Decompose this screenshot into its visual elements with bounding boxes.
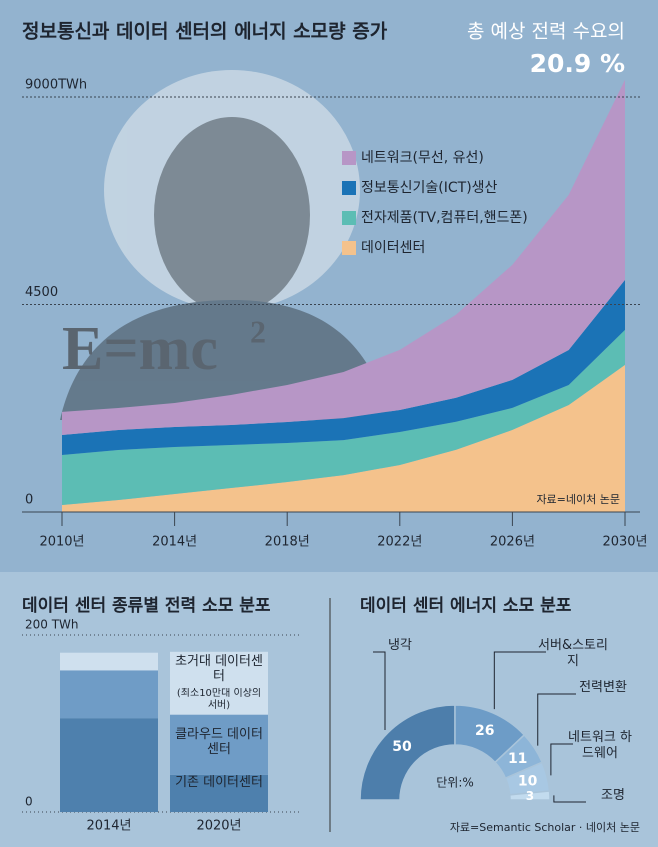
value-label: 10 xyxy=(518,773,538,789)
value-label: 50 xyxy=(392,739,412,755)
series-note-box: (최소10만대 이상의서버) xyxy=(176,687,262,711)
area xyxy=(62,279,625,455)
chart-title: 정보통신과 데이터 센터의 에너지 소모량 증가 xyxy=(22,21,388,43)
category-label-box: 조명 xyxy=(601,788,625,803)
value-label: 3 xyxy=(526,789,534,803)
source: 자료=Semantic Scholar · 네이처 논문 xyxy=(450,821,640,834)
leader-line xyxy=(373,651,386,730)
leader-line xyxy=(550,743,573,776)
bar-segment xyxy=(60,652,158,671)
x-tick-label: 2020년 xyxy=(196,819,241,834)
area xyxy=(62,364,625,512)
legend-label: 데이터센터 xyxy=(361,240,425,256)
series-label: 클라우드 데이터센터 xyxy=(175,726,263,758)
series-label-box: 클라우드 데이터센터 xyxy=(175,726,263,758)
value-label: 26 xyxy=(475,723,494,739)
y-tick-label: 200 TWh xyxy=(25,618,79,632)
bar-segment xyxy=(170,714,268,775)
donut-segment xyxy=(359,704,456,801)
series-label: 기존 데이터센터 xyxy=(175,775,263,791)
series-note: (최소10만대 이상의서버) xyxy=(176,687,262,711)
legend-label: 전자제품(TV,컴퓨터,핸드폰) xyxy=(361,210,528,226)
series-label-box: 초거대 데이터센터 xyxy=(175,653,263,685)
category-label-box: 네트워크 하드웨어 xyxy=(568,730,632,761)
unit-label: 단위:% xyxy=(436,776,474,790)
category-label: 서버&스토리지 xyxy=(538,638,608,669)
category-label-box: 서버&스토리지 xyxy=(538,638,608,669)
y-tick-label: 0 xyxy=(25,795,33,809)
equation: E=mc xyxy=(62,315,218,383)
legend-label: 네트워크(무선, 유선) xyxy=(361,150,484,166)
area xyxy=(62,329,625,505)
y-tick-label: 0 xyxy=(25,493,33,508)
y-tick-label: 9000TWh xyxy=(25,78,87,93)
series-label: 초거대 데이터센터 xyxy=(175,653,263,685)
series-label-box: 기존 데이터센터 xyxy=(175,775,263,791)
x-tick-label: 2026년 xyxy=(490,535,535,550)
leader-line xyxy=(553,795,586,803)
legend-swatch xyxy=(342,241,356,255)
category-label: 조명 xyxy=(601,788,625,803)
chart-title: 데이터 센터 에너지 소모 분포 xyxy=(360,596,572,616)
leader-line xyxy=(493,651,546,710)
legend-label: 정보통신기술(ICT)생산 xyxy=(361,180,498,196)
category-label: 전력변환 xyxy=(579,680,627,695)
category-label-box: 전력변환 xyxy=(579,680,627,695)
annotation: 총 예상 전력 수요의 xyxy=(467,21,625,43)
bar-segment xyxy=(170,774,268,812)
legend-swatch xyxy=(342,181,356,195)
x-tick-label: 2030년 xyxy=(602,535,647,550)
legend-swatch xyxy=(342,151,356,165)
x-tick-label: 2014년 xyxy=(152,535,197,550)
equation-exponent: 2 xyxy=(250,313,266,349)
area xyxy=(62,79,625,435)
bar-segment xyxy=(170,651,268,715)
annotation-value: 20.9 % xyxy=(530,49,625,78)
category-label: 냉각 xyxy=(388,638,412,653)
x-tick-label: 2010년 xyxy=(39,535,84,550)
bar-segment xyxy=(60,670,158,719)
leader-line xyxy=(537,693,576,746)
x-tick-label: 2018년 xyxy=(265,535,310,550)
category-label-box: 냉각 xyxy=(388,638,412,653)
value-label: 11 xyxy=(508,751,527,767)
source: 자료=네이처 논문 xyxy=(536,493,620,506)
chart-title: 데이터 센터 종류별 전력 소모 분포 xyxy=(22,596,271,616)
plot xyxy=(62,79,625,512)
x-tick-label: 2022년 xyxy=(377,535,422,550)
legend-swatch xyxy=(342,211,356,225)
bar-segment xyxy=(60,718,158,812)
y-tick-label: 4500 xyxy=(25,285,58,300)
donut-segment xyxy=(508,790,551,801)
x-tick-label: 2014년 xyxy=(86,819,131,834)
category-label: 네트워크 하드웨어 xyxy=(568,730,632,761)
